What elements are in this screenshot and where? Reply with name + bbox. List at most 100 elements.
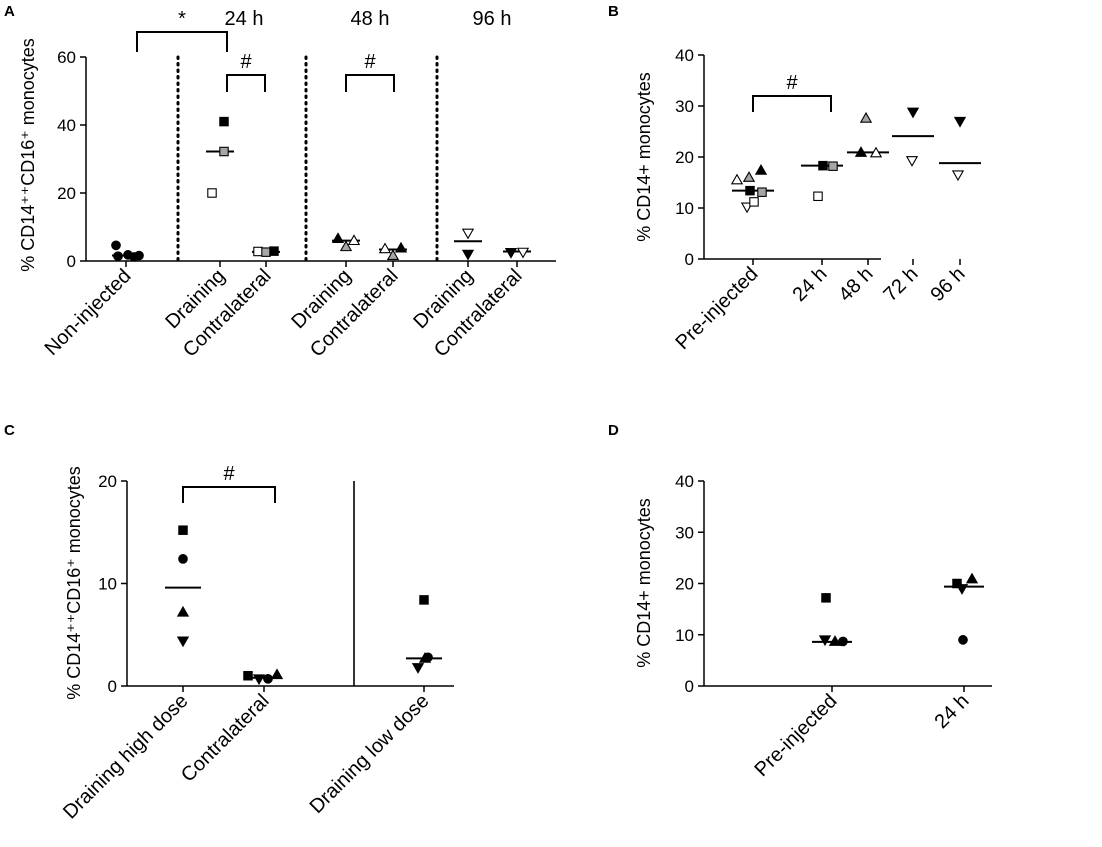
- y-axis-label: % CD14⁺⁺CD16⁺ monocytes: [18, 38, 38, 272]
- y-tick-label: 40: [675, 472, 694, 491]
- data-group: [206, 116, 234, 198]
- x-category-label: 24 h: [788, 263, 831, 306]
- square-marker: [818, 160, 828, 171]
- data-group: [847, 111, 889, 158]
- triangle-up-marker: [378, 242, 392, 254]
- data-group: [406, 595, 442, 674]
- y-tick-label: 40: [675, 46, 694, 65]
- panel-a: A 0 20 40 60 % CD14⁺⁺CD16⁺ monocytesNon-injec…: [4, 3, 556, 362]
- data-group: [378, 241, 408, 261]
- circle-marker: [134, 250, 144, 261]
- significance-bracket: [182, 486, 276, 503]
- significance-label: *: [178, 8, 186, 30]
- y-tick-label: 10: [675, 626, 694, 645]
- data-group: [939, 116, 981, 182]
- triangle-up-marker: [418, 652, 432, 663]
- y-tick-label: 20: [675, 148, 694, 167]
- data-group: [331, 232, 361, 252]
- y-tick-label: 10: [98, 575, 117, 594]
- square-marker: [419, 595, 429, 605]
- triangle-up-marker: [754, 163, 768, 175]
- significance-label: #: [364, 51, 376, 73]
- triangle-down-marker: [504, 248, 518, 259]
- y-axis-label: % CD14⁺⁺CD16⁺ monocytes: [64, 466, 84, 700]
- triangle-up-marker: [854, 146, 868, 157]
- square-marker: [269, 246, 279, 256]
- data-group: [454, 228, 482, 261]
- data-group: [730, 163, 774, 214]
- triangle-up-marker: [347, 234, 361, 246]
- panel-d: D 0 10 20 30 40 % CD14+ monocytes Pre-injected 2…: [608, 422, 992, 781]
- x-category-label: 24 h: [930, 690, 973, 733]
- square-marker: [261, 247, 271, 257]
- x-category-label: 72 h: [879, 263, 922, 306]
- square-marker: [757, 187, 767, 197]
- square-marker: [219, 146, 229, 157]
- data-group: [165, 525, 201, 648]
- data-group: [243, 668, 284, 686]
- x-category-label: 48 h: [834, 263, 877, 306]
- significance-bracket: [226, 74, 266, 92]
- triangle-down-marker: [955, 584, 969, 595]
- significance-label: #: [223, 463, 235, 485]
- data-group: [944, 572, 984, 645]
- square-marker: [243, 670, 253, 681]
- y-tick-label: 0: [685, 250, 694, 269]
- square-marker: [253, 246, 263, 257]
- square-marker: [178, 525, 188, 535]
- triangle-down-marker: [906, 107, 920, 119]
- data-group: [252, 246, 280, 257]
- triangle-up-marker: [331, 232, 345, 244]
- triangle-up-marker: [828, 635, 842, 646]
- triangle-down-marker: [461, 249, 475, 261]
- significance-bracket: [345, 74, 395, 92]
- x-category-label: Non-injected: [41, 265, 136, 360]
- data-group: [801, 160, 843, 202]
- square-marker: [219, 116, 229, 127]
- triangle-up-marker: [270, 668, 284, 680]
- circle-marker: [838, 636, 848, 647]
- triangle-down-marker: [516, 247, 530, 259]
- data-group: [812, 593, 852, 647]
- y-tick-label: 0: [108, 677, 117, 696]
- triangle-down-marker: [461, 228, 475, 240]
- square-marker: [952, 578, 962, 589]
- y-tick-label: 0: [67, 252, 76, 271]
- data-group: [111, 240, 144, 262]
- triangle-up-marker: [394, 241, 408, 253]
- y-tick-label: 60: [57, 48, 76, 67]
- triangle-up-marker: [965, 572, 979, 584]
- panel-letter: D: [608, 422, 619, 439]
- panel-letter: C: [4, 422, 15, 439]
- y-tick-label: 10: [675, 199, 694, 218]
- circle-marker: [958, 635, 968, 645]
- panel-letter: B: [608, 3, 619, 20]
- triangle-down-marker: [951, 170, 965, 182]
- triangle-up-marker: [869, 146, 883, 158]
- significance-label: #: [240, 51, 252, 73]
- time-header: 24 h: [225, 8, 264, 30]
- triangle-up-marker: [742, 171, 756, 182]
- y-tick-label: 30: [675, 97, 694, 116]
- triangle-down-marker: [411, 663, 425, 674]
- circle-marker: [113, 251, 123, 262]
- square-marker: [745, 185, 755, 196]
- x-category-label: Pre-injected: [751, 690, 842, 781]
- triangle-up-marker: [339, 240, 353, 252]
- triangle-down-marker: [818, 635, 832, 647]
- panel-letter: A: [4, 3, 15, 20]
- data-group: [892, 107, 934, 167]
- triangle-down-marker: [252, 674, 266, 686]
- y-tick-label: 40: [57, 116, 76, 135]
- significance-bracket: [136, 31, 228, 52]
- panel-b: B 0 10 20 30 40 % CD14+ monocytes Pre-injected 2…: [608, 3, 981, 354]
- square-marker: [821, 593, 831, 603]
- square-marker: [813, 191, 823, 202]
- square-marker: [828, 161, 838, 171]
- x-category-label: Draining high dose: [59, 690, 192, 823]
- y-tick-label: 20: [57, 184, 76, 203]
- y-tick-label: 30: [675, 523, 694, 542]
- y-tick-label: 20: [675, 575, 694, 594]
